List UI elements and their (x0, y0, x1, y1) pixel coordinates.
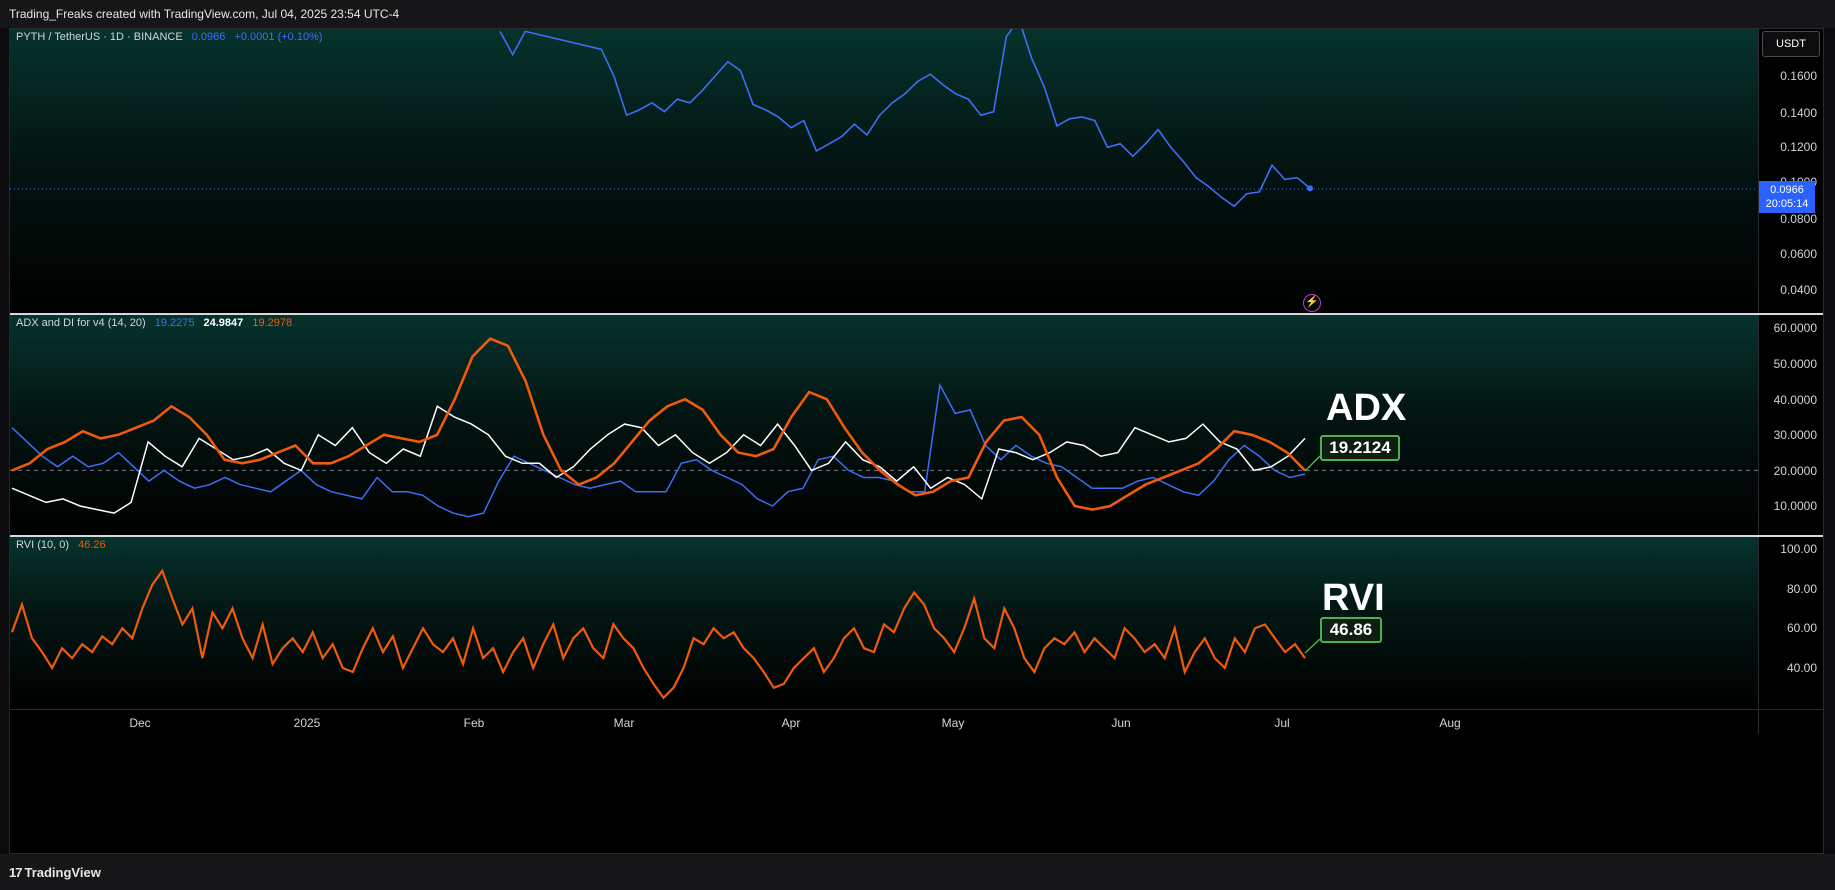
y-tick: 60.0000 (1773, 321, 1817, 335)
rvi-line (10, 568, 1306, 700)
alert-lightning-icon[interactable]: ⚡ (1303, 294, 1321, 312)
y-tick: 30.0000 (1773, 428, 1817, 442)
y-tick: 100.00 (1780, 542, 1817, 556)
x-tick: Dec (129, 716, 151, 730)
x-tick: Jun (1111, 716, 1131, 730)
y-tick: 40.00 (1786, 661, 1817, 675)
plus-di-line (11, 382, 1306, 518)
price-tag: 0.0966 20:05:14 (1759, 181, 1815, 213)
countdown: 20:05:14 (1765, 198, 1809, 210)
adx-badge-pointer (1304, 455, 1321, 472)
x-tick: Apr (781, 716, 801, 730)
y-tick: 50.0000 (1773, 357, 1817, 371)
y-tick: 0.0600 (1780, 247, 1817, 261)
rvi-pane-legend: RVI (10, 0) 46.26 (16, 539, 106, 551)
price-tag-value: 0.0966 (1770, 184, 1804, 196)
attribution-text: Trading_Freaks created with TradingView.… (9, 7, 400, 21)
attribution-bar: Trading_Freaks created with TradingView.… (0, 0, 1835, 28)
symbol-label: PYTH / TetherUS · 1D · BINANCE (16, 31, 183, 43)
y-tick: 80.00 (1786, 582, 1817, 596)
x-tick: Aug (1439, 716, 1461, 730)
y-tick: 40.0000 (1773, 393, 1817, 407)
adx-big-label: ADX (1326, 387, 1407, 429)
plus-di-value: 19.2275 (154, 317, 195, 329)
tradingview-logo[interactable]: 17 TradingView (9, 865, 101, 880)
minus-di-value: 19.2978 (252, 317, 293, 329)
y-tick: 10.0000 (1773, 499, 1817, 513)
last-value: 0.0966 (191, 31, 226, 43)
y-tick: 0.1200 (1780, 140, 1817, 154)
pane-separator[interactable] (10, 313, 1823, 315)
price-pane[interactable]: PYTH / TetherUS · 1D · BINANCE 0.0966 +0… (10, 29, 1758, 313)
adx-pane[interactable]: ADX and DI for v4 (14, 20) 19.2275 24.98… (10, 315, 1758, 535)
y-tick: 20.0000 (1773, 464, 1817, 478)
adx-y-axis[interactable]: 60.0000 50.0000 40.0000 30.0000 20.0000 … (1758, 315, 1823, 535)
rvi-indicator-label: RVI (10, 0) (16, 539, 69, 551)
price-series-line (499, 29, 1311, 208)
rvi-value-badge: 46.86 (1320, 617, 1382, 643)
rvi-value: 46.26 (78, 539, 106, 551)
rvi-chart-svg (10, 568, 1321, 700)
adx-value-badge: 19.2124 (1320, 435, 1400, 461)
y-tick: 60.00 (1786, 621, 1817, 635)
tradingview-logo-icon: 17 (9, 865, 23, 880)
price-y-axis[interactable]: 0.1600 0.1400 0.1200 0.1000 0.0800 0.060… (1758, 29, 1823, 313)
x-tick: May (941, 716, 965, 730)
time-axis[interactable]: Dec 2025 Feb Mar Apr May Jun Jul Aug (10, 709, 1758, 734)
logo-text: TradingView (24, 865, 101, 880)
x-tick: Mar (613, 716, 635, 730)
rvi-big-label: RVI (1322, 577, 1385, 619)
rvi-badge-pointer (1304, 638, 1321, 654)
adx-indicator-label: ADX and DI for v4 (14, 20) (16, 317, 146, 329)
minus-di-line (11, 337, 1306, 511)
pane-separator[interactable] (10, 535, 1823, 537)
change-value: +0.0001 (+0.10%) (234, 31, 323, 43)
price-chart-svg (10, 29, 1758, 208)
price-pane-legend: PYTH / TetherUS · 1D · BINANCE 0.0966 +0… (16, 31, 323, 43)
rvi-y-axis[interactable]: 100.00 80.00 60.00 40.00 (1758, 537, 1823, 709)
chart-frame[interactable]: PYTH / TetherUS · 1D · BINANCE 0.0966 +0… (9, 28, 1824, 854)
y-tick: 0.1400 (1780, 106, 1817, 120)
currency-button[interactable]: USDT (1762, 31, 1820, 57)
adx-chart-svg (10, 337, 1758, 518)
last-price-dot (1307, 185, 1313, 192)
x-tick: 2025 (293, 716, 321, 730)
y-tick: 0.0400 (1780, 283, 1817, 297)
axis-corner (1758, 709, 1823, 734)
adx-pane-legend: ADX and DI for v4 (14, 20) 19.2275 24.98… (16, 317, 292, 329)
y-tick: 0.1600 (1780, 69, 1817, 83)
rvi-pane[interactable]: RVI (10, 0) 46.26 RVI 46.86 (10, 537, 1758, 709)
y-tick: 0.0800 (1780, 212, 1817, 226)
footer-bar: 17 TradingView (0, 854, 1835, 890)
x-tick: Feb (463, 716, 485, 730)
x-tick: Jul (1274, 716, 1290, 730)
adx-line (11, 405, 1306, 514)
adx-value: 24.9847 (203, 317, 244, 329)
